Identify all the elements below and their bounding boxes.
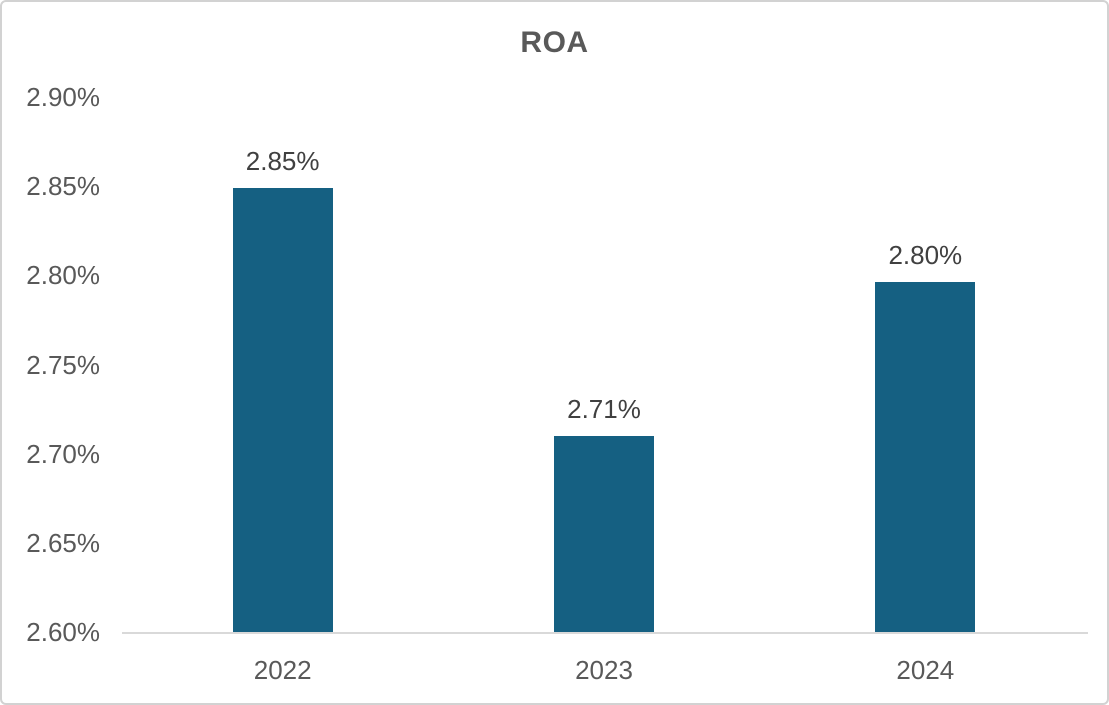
y-tick-label: 2.85% <box>26 171 100 202</box>
y-tick-label: 2.65% <box>26 527 100 558</box>
bar-value-label: 2.71% <box>567 393 641 424</box>
chart-title: ROA <box>520 26 589 59</box>
y-tick-label: 2.80% <box>26 260 100 291</box>
x-tick-label: 2022 <box>253 655 312 685</box>
bar-2023 <box>554 435 654 632</box>
y-tick-label: 2.70% <box>26 438 100 469</box>
x-axis-line <box>122 632 1088 634</box>
y-tick-label: 2.75% <box>26 349 100 380</box>
x-tick-label: 2023 <box>575 655 633 685</box>
x-tick-label: 2024 <box>896 655 955 685</box>
bar-2024 <box>875 282 976 632</box>
bar-2022 <box>232 187 333 632</box>
bar-value-label: 2.85% <box>245 145 320 176</box>
bar-value-label: 2.80% <box>888 240 963 271</box>
y-tick-label: 2.60% <box>26 617 100 647</box>
y-tick-label: 2.90% <box>26 82 100 112</box>
